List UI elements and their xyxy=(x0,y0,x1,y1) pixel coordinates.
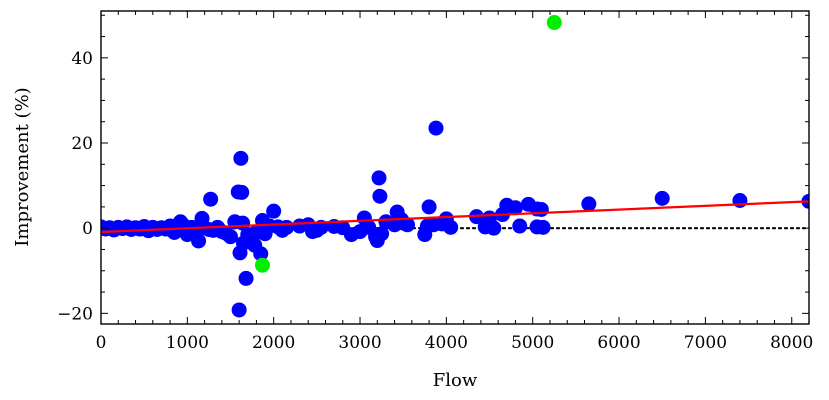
y-tick-label: 40 xyxy=(71,49,93,69)
x-tick-label: 7000 xyxy=(684,333,727,353)
axis-ticks xyxy=(100,11,810,324)
x-tick-label: 8000 xyxy=(770,333,813,353)
y-tick-label: 0 xyxy=(82,219,93,239)
data-point xyxy=(535,219,551,235)
plot-area xyxy=(101,14,809,318)
x-tick-label: 1000 xyxy=(166,333,209,353)
data-point xyxy=(253,246,269,262)
y-axis-label: Improvement (%) xyxy=(12,87,33,246)
data-point xyxy=(231,302,247,318)
data-point xyxy=(400,217,416,233)
data-point xyxy=(233,150,249,166)
highlight-point xyxy=(546,14,562,30)
data-point xyxy=(533,201,549,217)
x-tick-label: 4000 xyxy=(425,333,468,353)
x-tick-label: 3000 xyxy=(338,333,381,353)
highlight-point xyxy=(254,257,270,273)
data-point xyxy=(191,233,207,249)
data-point xyxy=(266,203,282,219)
data-point xyxy=(486,220,502,236)
x-tick-label: 0 xyxy=(96,333,107,353)
data-points xyxy=(101,14,809,318)
data-point xyxy=(203,191,219,207)
y-tick-label: 20 xyxy=(71,134,93,154)
x-tick-label: 6000 xyxy=(597,333,640,353)
data-point xyxy=(371,170,387,186)
x-tick-label: 5000 xyxy=(511,333,554,353)
data-point xyxy=(443,219,459,235)
data-point xyxy=(654,190,670,206)
data-point xyxy=(428,120,444,136)
x-axis-label: Flow xyxy=(433,370,478,391)
data-point xyxy=(279,219,295,235)
data-point xyxy=(238,270,254,286)
trend-line xyxy=(101,200,809,234)
data-point xyxy=(234,184,250,200)
data-point xyxy=(512,218,528,234)
plot-frame xyxy=(100,10,810,325)
y-tick-label: −20 xyxy=(57,304,93,324)
data-point xyxy=(732,193,748,209)
data-point xyxy=(507,200,523,216)
data-point xyxy=(374,226,390,242)
data-point xyxy=(223,229,239,245)
data-point xyxy=(421,199,437,215)
data-point xyxy=(581,196,597,212)
tick-labels: 0 1000 2000 3000 4000 5000 6000 7000 8000−200204… xyxy=(57,49,813,353)
x-tick-label: 2000 xyxy=(252,333,295,353)
data-point xyxy=(372,188,388,204)
